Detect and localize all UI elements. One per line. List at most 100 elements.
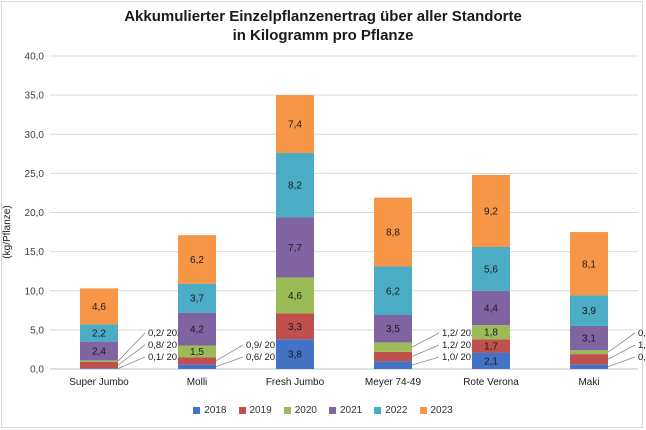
callout-line [411, 356, 440, 366]
data-label: 1,5 [190, 347, 204, 358]
legend: 2018 2019 2020 2021 2022 2023 [0, 405, 646, 416]
callout-line [117, 356, 146, 369]
y-tick-label: 15,0 [25, 247, 45, 258]
y-tick-label: 40,0 [25, 52, 45, 63]
data-label: 1,2/ 2019 [442, 340, 482, 351]
callout-line [215, 356, 244, 368]
y-tick-label: 30,0 [25, 130, 45, 141]
bar-segment [178, 357, 216, 365]
legend-item: 2020 [283, 405, 317, 416]
bar-segment [374, 197, 412, 267]
callout-line [411, 332, 440, 348]
data-label: 0,6/ 2018 [638, 352, 646, 363]
bar-segment [472, 352, 510, 369]
bar-segment [472, 339, 510, 353]
legend-label: 2020 [294, 405, 317, 416]
data-label: 8,1 [582, 259, 596, 270]
y-tick-label: 25,0 [25, 169, 45, 180]
data-label: 1,8 [484, 328, 498, 339]
x-tick-label: Molli [187, 377, 208, 388]
bar-segment [80, 360, 118, 362]
legend-swatch [193, 407, 201, 414]
legend-label: 2022 [385, 405, 408, 416]
x-tick-label: Maki [578, 377, 599, 388]
legend-label: 2023 [430, 405, 453, 416]
data-label: 0,2/ 2020 [148, 328, 188, 339]
data-label: 5,6 [484, 264, 498, 275]
callout-line [607, 332, 636, 353]
data-label: 7,7 [288, 243, 302, 254]
bar-segment [80, 288, 118, 325]
bar-segment [276, 339, 314, 369]
bar-segment [276, 153, 314, 218]
data-label: 6,2 [386, 286, 400, 297]
data-label: 3,7 [190, 294, 204, 305]
bar-segment [80, 368, 118, 369]
x-tick-label: Rote Verona [463, 377, 519, 388]
callout-line [215, 344, 244, 362]
bar-segment [374, 315, 412, 343]
data-label: 0,8/ 2019 [148, 340, 188, 351]
legend-item: 2021 [329, 405, 362, 416]
bar-segment [178, 235, 216, 284]
bar-segment [276, 277, 314, 314]
bar-segment [472, 290, 510, 326]
bar-segment [570, 354, 608, 365]
legend-swatch [329, 407, 336, 414]
y-tick-label: 5,0 [30, 325, 44, 336]
callout-line [607, 356, 636, 368]
data-label: 2,4 [92, 347, 106, 358]
data-label: 9,2 [484, 206, 498, 217]
bar-segment [570, 364, 608, 369]
x-tick-label: Meyer 74-49 [365, 377, 422, 388]
legend-item: 2022 [374, 405, 408, 416]
chart-title-line-2: in Kilogramm pro Pflanze [232, 27, 414, 44]
bar-segment [178, 283, 216, 313]
data-label: 1,3/ 2019 [638, 340, 646, 351]
bar-segment [570, 350, 608, 355]
data-label: 7,4 [288, 120, 302, 131]
data-label: 3,5 [386, 324, 400, 335]
chart-title-line-1: Akkumulierter Einzelpflanzenertrag über … [124, 8, 522, 25]
callout-line [117, 332, 146, 362]
bar-segment [374, 361, 412, 369]
bar-segment [570, 325, 608, 351]
bar-segment [472, 174, 510, 247]
data-label: 0,1/ 2018 [148, 352, 188, 363]
data-label: 1,2/ 2020 [442, 328, 482, 339]
data-label: 3,1 [582, 334, 596, 345]
y-tick-label: 10,0 [25, 286, 45, 297]
data-label: 0,5/ 2020 [638, 328, 646, 339]
bar-segment [178, 312, 216, 346]
data-label: 3,8 [288, 350, 302, 361]
bar-segment [570, 295, 608, 326]
data-label: 1,7 [484, 341, 498, 352]
bar-segment [80, 341, 118, 361]
bar-segment [178, 364, 216, 369]
data-label: 3,9 [582, 306, 596, 317]
legend-swatch [419, 407, 427, 414]
data-label: 4,6 [92, 302, 106, 313]
y-tick-label: 0,0 [30, 365, 44, 376]
data-label: 6,2 [190, 255, 204, 266]
bar-segment [276, 95, 314, 154]
data-label: 4,6 [288, 291, 302, 302]
legend-item: 2019 [238, 405, 272, 416]
legend-swatch [238, 407, 246, 414]
bar-segment [178, 345, 216, 358]
callout-line [117, 344, 146, 366]
data-label: 2,1 [484, 356, 498, 367]
data-label: 4,2 [190, 325, 204, 336]
y-tick-label: 20,0 [25, 208, 45, 219]
bar-segment [374, 351, 412, 362]
legend-label: 2019 [249, 405, 272, 416]
data-label: 0,6/ 2018 [246, 352, 286, 363]
legend-item: 2018 [193, 405, 227, 416]
bar-segment [276, 313, 314, 340]
legend-swatch [374, 407, 382, 414]
data-label: 0,9/ 2019 [246, 340, 286, 351]
legend-swatch [283, 407, 291, 414]
x-tick-label: Super Jumbo [69, 377, 129, 388]
bar-segment [80, 361, 118, 369]
